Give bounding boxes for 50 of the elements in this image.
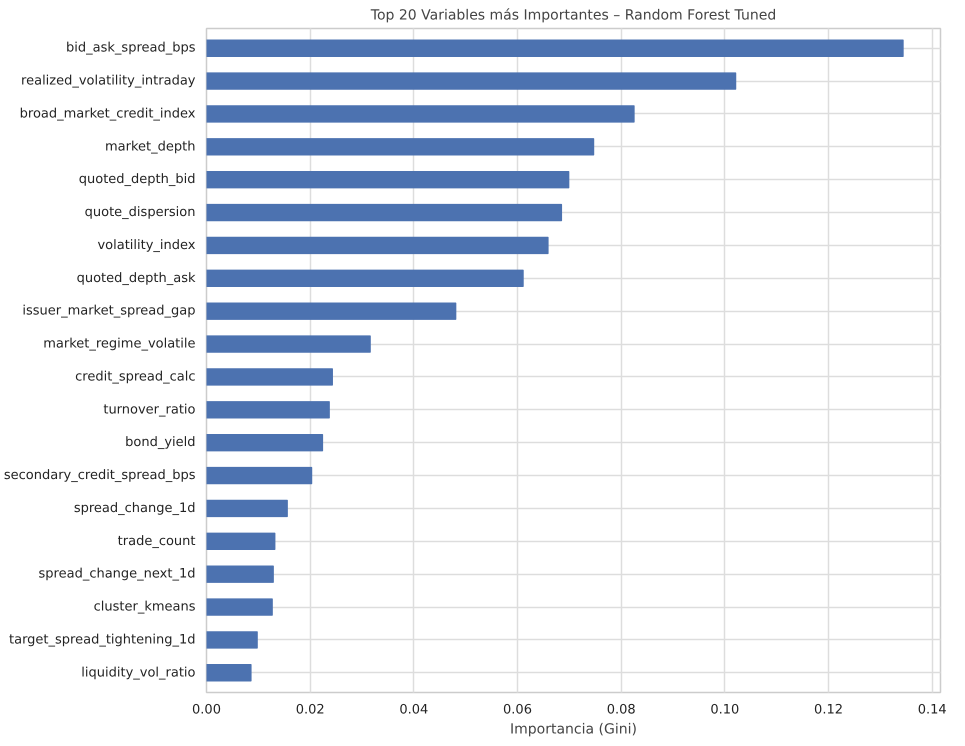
y-tick-label: issuer_market_spread_gap xyxy=(22,304,196,319)
bar xyxy=(206,236,549,254)
bar xyxy=(206,170,570,188)
x-tick-label: 0.08 xyxy=(606,702,636,718)
bar xyxy=(206,401,330,419)
y-tick-label: secondary_credit_spread_bps xyxy=(4,468,196,484)
x-tick-label: 0.02 xyxy=(296,702,325,718)
y-tick-label: quoted_depth_ask xyxy=(76,270,196,286)
x-tick-label: 0.10 xyxy=(710,702,740,718)
bar xyxy=(206,368,333,386)
y-tick-label: cluster_kmeans xyxy=(94,600,196,615)
y-tick-label: target_spread_tightening_1d xyxy=(9,632,196,648)
y-tick-label: realized_volatility_intraday xyxy=(21,74,196,89)
y-tick-label: liquidity_vol_ratio xyxy=(81,665,196,680)
x-axis-title: Importancia (Gini) xyxy=(510,722,637,738)
y-tick-label: market_regime_volatile xyxy=(43,336,196,352)
bar xyxy=(206,335,371,353)
y-tick-label: spread_change_1d xyxy=(74,500,196,516)
bar xyxy=(206,664,252,682)
bar xyxy=(206,72,736,90)
bar xyxy=(206,204,562,222)
x-tick-label: 0.12 xyxy=(814,702,844,718)
y-tick-label: volatility_index xyxy=(97,238,196,253)
bar xyxy=(206,631,258,649)
y-tick-label: credit_spread_calc xyxy=(75,369,196,384)
y-tick-label: spread_change_next_1d xyxy=(38,566,196,582)
bar xyxy=(206,532,276,550)
x-tick-label: 0.04 xyxy=(399,702,428,718)
bar xyxy=(206,565,274,583)
bar xyxy=(206,302,456,320)
bar xyxy=(206,40,904,57)
bar xyxy=(206,270,524,288)
bar xyxy=(206,500,288,518)
y-tick-label: bid_ask_spread_bps xyxy=(66,40,196,56)
bar xyxy=(206,598,273,616)
bar xyxy=(206,105,635,123)
y-tick-label: broad_market_credit_index xyxy=(20,106,196,122)
y-tick-label: quote_dispersion xyxy=(84,205,196,220)
bar xyxy=(206,466,312,484)
y-tick-label: trade_count xyxy=(118,534,196,549)
x-tick-label: 0.06 xyxy=(503,702,532,718)
y-tick-label: quoted_depth_bid xyxy=(78,172,196,188)
chart-title: Top 20 Variables más Importantes – Random Forest Tuned xyxy=(370,8,776,24)
bar xyxy=(206,138,594,156)
y-tick-label: market_depth xyxy=(105,139,196,154)
bar xyxy=(206,434,324,452)
x-tick-label: 0.14 xyxy=(918,702,947,718)
x-tick-label: 0.00 xyxy=(192,702,221,718)
y-tick-label: bond_yield xyxy=(125,435,196,450)
y-tick-label: turnover_ratio xyxy=(103,402,196,418)
